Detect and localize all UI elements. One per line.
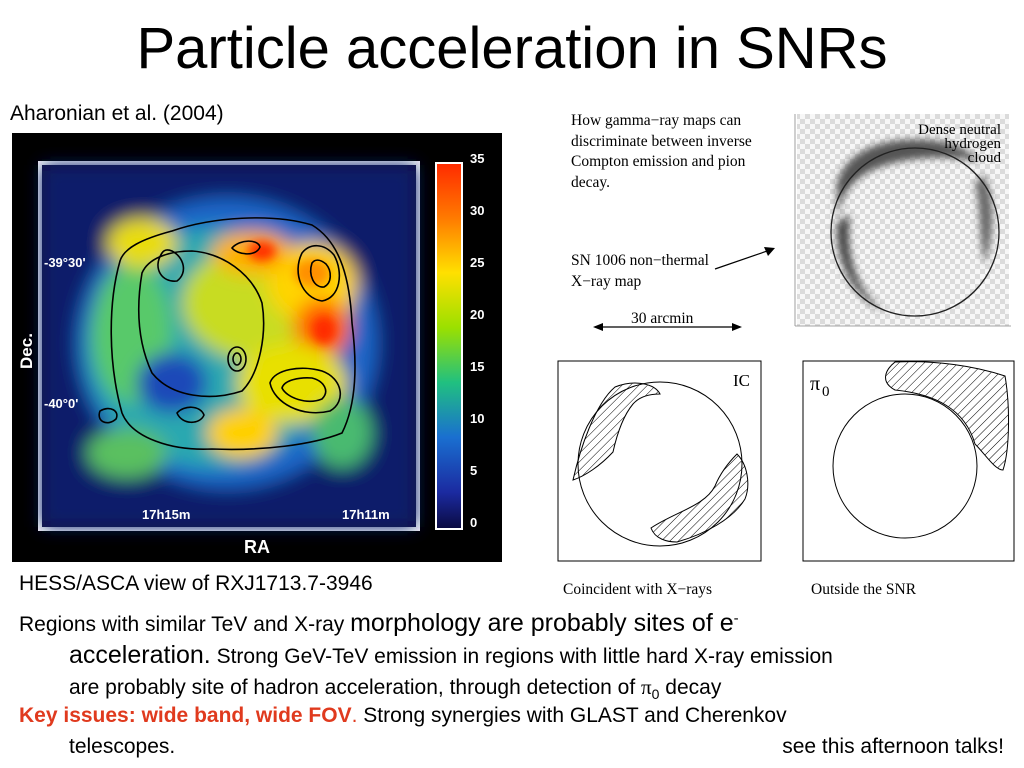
p1-text-e: are probably site of hadron acceleration…: [69, 676, 642, 699]
sn1006-xray-map: Dense neutral hydrogen cloud: [792, 108, 1014, 328]
explain-line-2: discriminate between inverse: [571, 133, 752, 150]
pi-symbol: π: [810, 373, 820, 395]
x-tick-2: 17h11m: [342, 507, 390, 522]
y-tick-2: -40°0': [44, 396, 78, 411]
pi-subscript: 0: [822, 384, 830, 400]
cloud-label-2: hydrogen: [944, 136, 1001, 152]
y-axis-label: Dec.: [17, 333, 36, 369]
p1-text-f: decay: [659, 676, 722, 699]
caption-outside: Outside the SNR: [811, 581, 917, 598]
p1-text-b: morphology are probably sites of e: [350, 609, 734, 637]
cloud-label-1: Dense neutral: [918, 122, 1001, 138]
p1-pi-sub: 0: [651, 686, 660, 703]
colorbar-tick: 35: [470, 151, 484, 166]
cloud-label-3: cloud: [968, 150, 1002, 166]
y-tick-1: -39°30': [44, 255, 86, 270]
sn-label-line-1: SN 1006 non−thermal: [571, 252, 709, 269]
colorbar: [435, 162, 463, 530]
pointer-arrow: [714, 248, 774, 270]
colorbar-tick: 20: [470, 307, 484, 322]
scale-label: 30 arcmin: [631, 310, 694, 327]
sn-label-line-2: X−ray map: [571, 273, 642, 290]
key-issues: Key issues: wide band, wide FOV: [19, 704, 352, 727]
ic-label: IC: [733, 371, 750, 390]
p2-right: see this afternoon talks!: [782, 735, 1004, 758]
p1-text-a: Regions with similar TeV and X-ray: [19, 613, 351, 636]
x-tick-1: 17h15m: [142, 507, 190, 522]
p2-rest: Strong synergies with GLAST and Cherenko…: [357, 704, 787, 727]
ic-hatch-1: [572, 382, 661, 481]
pion-hatch: [885, 361, 1009, 471]
hess-caption: HESS/ASCA view of RXJ1713.7-3946: [19, 572, 373, 595]
ic-panel: IC: [557, 360, 762, 562]
colorbar-tick: 5: [470, 463, 477, 478]
p1-sup: -: [733, 610, 739, 627]
ic-hatch-2: [650, 453, 749, 543]
key-dot: .: [351, 704, 358, 727]
pion-panel: π 0: [802, 360, 1015, 562]
explain-line-3: Compton emission and pion: [571, 153, 746, 170]
p1-text-c: acceleration.: [69, 641, 211, 669]
colorbar-tick: 15: [470, 359, 484, 374]
caption-coincident: Coincident with X−rays: [563, 581, 712, 598]
slide-title: Particle acceleration in SNRs: [136, 16, 888, 81]
explain-line-1: How gamma−ray maps can: [571, 112, 741, 129]
p2-tail: telescopes.: [69, 735, 176, 758]
citation: Aharonian et al. (2004): [10, 102, 224, 125]
p1-pi: π: [641, 675, 652, 699]
paragraph-morphology: Regions with similar TeV and X-ray morph…: [19, 603, 1014, 710]
x-axis-label: RA: [244, 537, 270, 557]
colorbar-tick: 25: [470, 255, 484, 270]
p1-text-d: Strong GeV-TeV emission in regions with …: [210, 645, 833, 668]
paragraph-key-issues: Key issues: wide band, wide FOV. Strong …: [19, 700, 1014, 762]
colorbar-tick: 30: [470, 203, 484, 218]
hess-map-image: 35 30 25 20 15 10 5 0 Dec. RA -39°30' -40°0' 17…: [12, 133, 502, 562]
colorbar-tick: 0: [470, 515, 477, 530]
gamma-ray-diagram: How gamma−ray maps can discriminate betw…: [555, 104, 1020, 604]
explain-line-4: decay.: [571, 174, 610, 191]
colorbar-ticks: 35 30 25 20 15 10 5 0: [470, 151, 484, 530]
xray-contours: [98, 217, 356, 451]
colorbar-tick: 10: [470, 411, 484, 426]
